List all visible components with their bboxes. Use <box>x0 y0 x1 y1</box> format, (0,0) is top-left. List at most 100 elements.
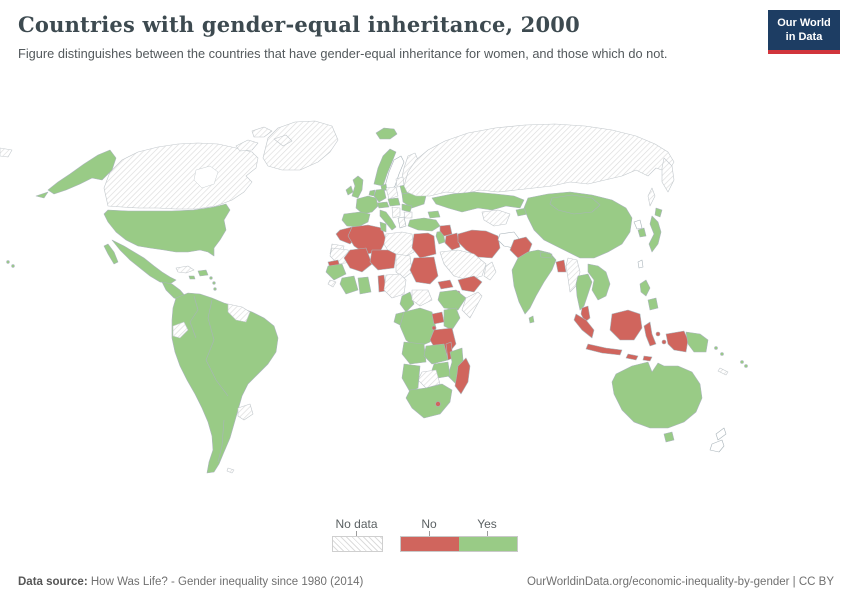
country-ethiopia[interactable] <box>437 289 467 311</box>
country-japan[interactable] <box>648 215 662 253</box>
country-sulawesi[interactable] <box>643 321 657 347</box>
country-kamchatka[interactable] <box>661 157 675 193</box>
country-tunisia[interactable] <box>379 221 387 233</box>
country-somalia[interactable] <box>461 291 483 319</box>
country-south-africa[interactable] <box>405 383 453 419</box>
country-sierra-leone[interactable] <box>327 279 337 288</box>
country-sumatra[interactable] <box>573 313 595 339</box>
country-dr-congo[interactable] <box>399 307 437 349</box>
country-hokkaido[interactable] <box>654 207 663 218</box>
country-madagascar[interactable] <box>454 357 471 395</box>
country-antilles-1[interactable] <box>209 276 213 280</box>
legend-no-swatch[interactable] <box>401 537 459 551</box>
country-mali[interactable] <box>343 247 373 273</box>
country-aleutians[interactable] <box>35 191 49 199</box>
country-angola[interactable] <box>401 341 427 365</box>
country-mexico[interactable] <box>111 239 177 285</box>
country-west-papua[interactable] <box>665 330 689 353</box>
country-guyanas[interactable] <box>227 303 251 323</box>
country-indochina[interactable] <box>587 263 611 301</box>
country-poland[interactable] <box>385 186 399 200</box>
country-moluccas-1[interactable] <box>655 331 661 337</box>
country-france[interactable] <box>355 195 379 215</box>
country-ghana[interactable] <box>357 276 372 295</box>
country-iberia[interactable] <box>341 211 371 228</box>
country-nepal[interactable] <box>539 251 553 259</box>
country-mindanao[interactable] <box>647 297 659 311</box>
country-united-kingdom[interactable] <box>351 175 364 199</box>
country-solomons-1[interactable] <box>714 346 718 350</box>
country-new-zealand-north[interactable] <box>715 427 727 441</box>
country-borneo[interactable] <box>609 309 643 341</box>
country-kazakhstan[interactable] <box>431 191 525 213</box>
country-canada-arctic-1[interactable] <box>235 139 259 152</box>
country-canada-arctic-2[interactable] <box>251 126 273 138</box>
country-rwanda-burundi[interactable] <box>431 325 437 331</box>
country-iran[interactable] <box>457 229 501 259</box>
country-fiji-1[interactable] <box>740 360 744 364</box>
legend-no-data-swatch[interactable] <box>332 536 383 552</box>
country-car[interactable] <box>411 289 433 307</box>
country-thailand[interactable] <box>575 273 593 311</box>
country-balkans[interactable] <box>391 206 401 219</box>
country-malay-peninsula[interactable] <box>580 305 591 323</box>
country-sakhalin[interactable] <box>647 187 656 207</box>
country-eritrea[interactable] <box>437 279 454 290</box>
country-luzon[interactable] <box>639 279 651 297</box>
country-united-states[interactable] <box>103 203 231 257</box>
country-moluccas-2[interactable] <box>661 339 667 345</box>
country-oman[interactable] <box>483 261 497 281</box>
country-canada[interactable] <box>103 142 259 210</box>
country-alpine[interactable] <box>376 201 390 209</box>
country-canada-arctic-3[interactable] <box>273 134 293 147</box>
country-ecuador[interactable] <box>172 321 189 339</box>
country-chad[interactable] <box>395 253 413 279</box>
country-hispaniola[interactable] <box>197 269 209 277</box>
country-turkmen-uzbek[interactable] <box>481 209 511 227</box>
legend-no-label[interactable]: No <box>421 517 437 531</box>
country-namibia[interactable] <box>401 363 421 393</box>
country-uganda[interactable] <box>431 311 445 325</box>
country-italy[interactable] <box>379 209 397 231</box>
country-papua-new-guinea[interactable] <box>685 331 709 353</box>
country-germany[interactable] <box>373 188 387 203</box>
country-tasmania[interactable] <box>663 431 675 443</box>
country-australia[interactable] <box>611 361 703 429</box>
country-south-korea[interactable] <box>637 227 647 238</box>
country-cote-divoire[interactable] <box>339 275 359 295</box>
country-bangladesh[interactable] <box>555 259 567 273</box>
country-greece[interactable] <box>397 216 407 229</box>
country-greenland[interactable] <box>262 120 339 171</box>
country-kenya[interactable] <box>443 307 461 331</box>
owid-url-license[interactable]: OurWorldinData.org/economic-inequality-b… <box>526 576 834 588</box>
country-falklands[interactable] <box>226 467 235 474</box>
country-syria[interactable] <box>439 224 453 237</box>
country-new-caledonia[interactable] <box>717 367 729 376</box>
country-alaska[interactable] <box>47 149 117 195</box>
country-jamaica[interactable] <box>188 275 196 280</box>
country-chukotka-sliver[interactable] <box>0 147 13 158</box>
country-north-korea[interactable] <box>633 219 643 230</box>
country-central-europe[interactable] <box>387 197 401 207</box>
country-china[interactable] <box>523 191 633 259</box>
country-south-america[interactable] <box>171 292 279 474</box>
country-taiwan[interactable] <box>637 259 644 269</box>
country-zambia[interactable] <box>423 343 449 365</box>
country-ireland[interactable] <box>345 185 354 196</box>
country-sudan[interactable] <box>409 256 439 285</box>
country-caucasus[interactable] <box>427 210 441 219</box>
country-java[interactable] <box>585 343 623 356</box>
country-hawaii-2[interactable] <box>11 264 15 268</box>
legend-no-data-label[interactable]: No data <box>335 517 378 531</box>
country-niger[interactable] <box>369 249 397 271</box>
country-sri-lanka[interactable] <box>528 315 535 324</box>
country-antilles-3[interactable] <box>213 287 217 291</box>
country-cameroon[interactable] <box>399 291 415 313</box>
country-baja[interactable] <box>103 243 119 265</box>
country-solomons-2[interactable] <box>720 352 724 356</box>
country-norway[interactable] <box>373 148 397 187</box>
country-uruguay[interactable] <box>237 403 254 421</box>
country-mongolia[interactable] <box>549 194 601 215</box>
country-fiji-2[interactable] <box>744 364 748 368</box>
country-lesotho[interactable] <box>435 401 441 407</box>
